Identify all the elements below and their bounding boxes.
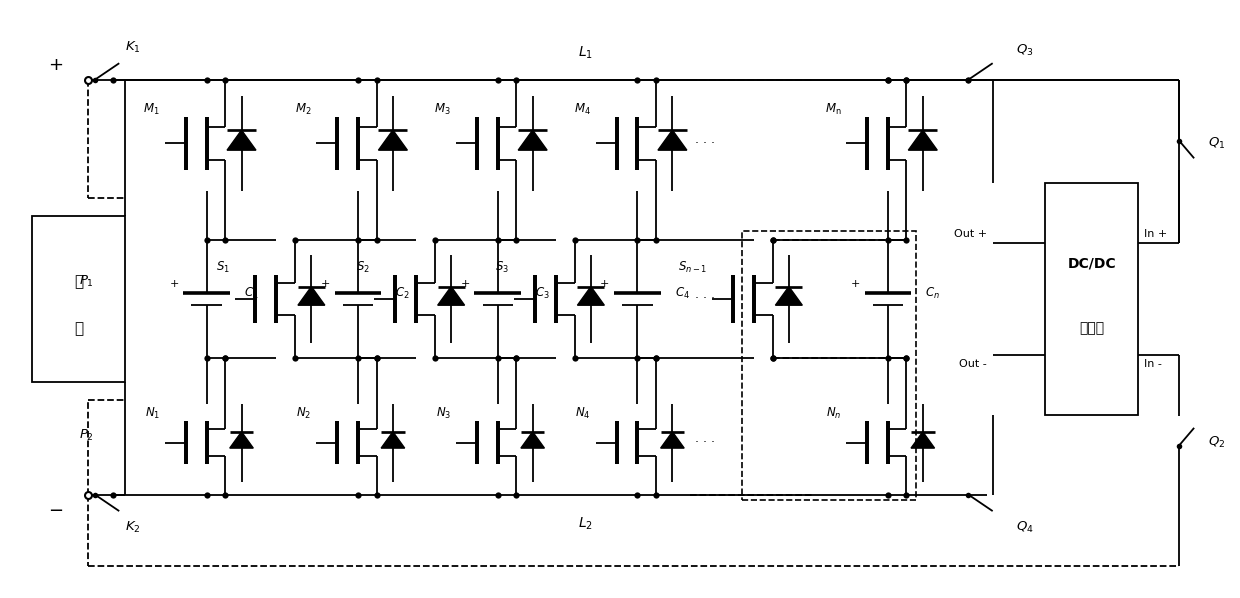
Text: $M_{\mathrm{3}}$: $M_{\mathrm{3}}$ (434, 102, 451, 117)
Text: $P_1$: $P_1$ (78, 274, 93, 289)
Polygon shape (518, 130, 547, 150)
Text: +: + (460, 279, 470, 289)
Text: $N_{2}$: $N_{2}$ (296, 406, 311, 421)
Text: Out +: Out + (954, 229, 987, 239)
Text: $Q_4$: $Q_4$ (1016, 520, 1034, 535)
Text: In +: In + (1145, 229, 1167, 239)
Text: 负: 负 (74, 274, 83, 289)
Text: $K_1$: $K_1$ (125, 39, 141, 55)
Text: $C_{2}$: $C_{2}$ (396, 285, 410, 301)
Text: $M_{\mathrm{n}}$: $M_{\mathrm{n}}$ (825, 102, 841, 117)
Text: $P_2$: $P_2$ (78, 428, 93, 443)
Text: $C_{1}$: $C_{1}$ (244, 285, 258, 301)
Text: $N_{4}$: $N_{4}$ (575, 406, 591, 421)
Text: $S_{2}$: $S_{2}$ (356, 260, 370, 274)
Text: +: + (321, 279, 330, 289)
Bar (32, 216, 125, 382)
Text: $Q_2$: $Q_2$ (1208, 435, 1225, 450)
Text: $M_{\mathrm{1}}$: $M_{\mathrm{1}}$ (144, 102, 160, 117)
Text: $N_{1}$: $N_{1}$ (145, 406, 160, 421)
Text: $M_{\mathrm{4}}$: $M_{\mathrm{4}}$ (574, 102, 591, 117)
Polygon shape (521, 432, 544, 448)
Polygon shape (381, 432, 404, 448)
Text: $N_{n}$: $N_{n}$ (826, 406, 841, 421)
Polygon shape (227, 130, 255, 150)
Polygon shape (775, 286, 802, 305)
Text: · · ·: · · · (694, 137, 715, 150)
Bar (743, 231, 916, 501)
Text: $S_{1}$: $S_{1}$ (216, 260, 229, 274)
Polygon shape (661, 432, 684, 448)
Text: $K_2$: $K_2$ (125, 520, 140, 535)
Polygon shape (658, 130, 687, 150)
Text: · · ·: · · · (694, 292, 715, 306)
Text: +: + (600, 279, 610, 289)
Text: $S_{3}$: $S_{3}$ (495, 260, 510, 274)
Text: In -: In - (1145, 359, 1162, 369)
Text: $L_2$: $L_2$ (578, 516, 593, 532)
Text: $+$: $+$ (47, 56, 63, 74)
Polygon shape (298, 286, 325, 305)
Polygon shape (438, 286, 465, 305)
Text: · · ·: · · · (694, 436, 715, 449)
Text: $C_{n}$: $C_{n}$ (925, 285, 940, 301)
Text: $L_1$: $L_1$ (578, 45, 593, 62)
Text: $C_{4}$: $C_{4}$ (675, 285, 689, 301)
Text: $N_{3}$: $N_{3}$ (435, 406, 451, 421)
Text: $S_{n-1}$: $S_{n-1}$ (678, 260, 707, 274)
Text: +: + (851, 279, 859, 289)
Polygon shape (578, 286, 604, 305)
Polygon shape (911, 432, 935, 448)
Bar (1045, 184, 1138, 414)
Text: $Q_1$: $Q_1$ (1208, 136, 1225, 151)
Polygon shape (909, 130, 937, 150)
Polygon shape (378, 130, 408, 150)
Text: Out -: Out - (959, 359, 987, 369)
Text: 变换器: 变换器 (1079, 322, 1104, 335)
Text: $M_{\mathrm{2}}$: $M_{\mathrm{2}}$ (295, 102, 311, 117)
Text: $-$: $-$ (47, 501, 63, 518)
Text: DC/DC: DC/DC (1068, 257, 1116, 270)
Polygon shape (229, 432, 253, 448)
Text: +: + (170, 279, 179, 289)
Text: 载: 载 (74, 321, 83, 336)
Text: $C_{3}$: $C_{3}$ (534, 285, 549, 301)
Text: $Q_3$: $Q_3$ (1016, 42, 1033, 58)
